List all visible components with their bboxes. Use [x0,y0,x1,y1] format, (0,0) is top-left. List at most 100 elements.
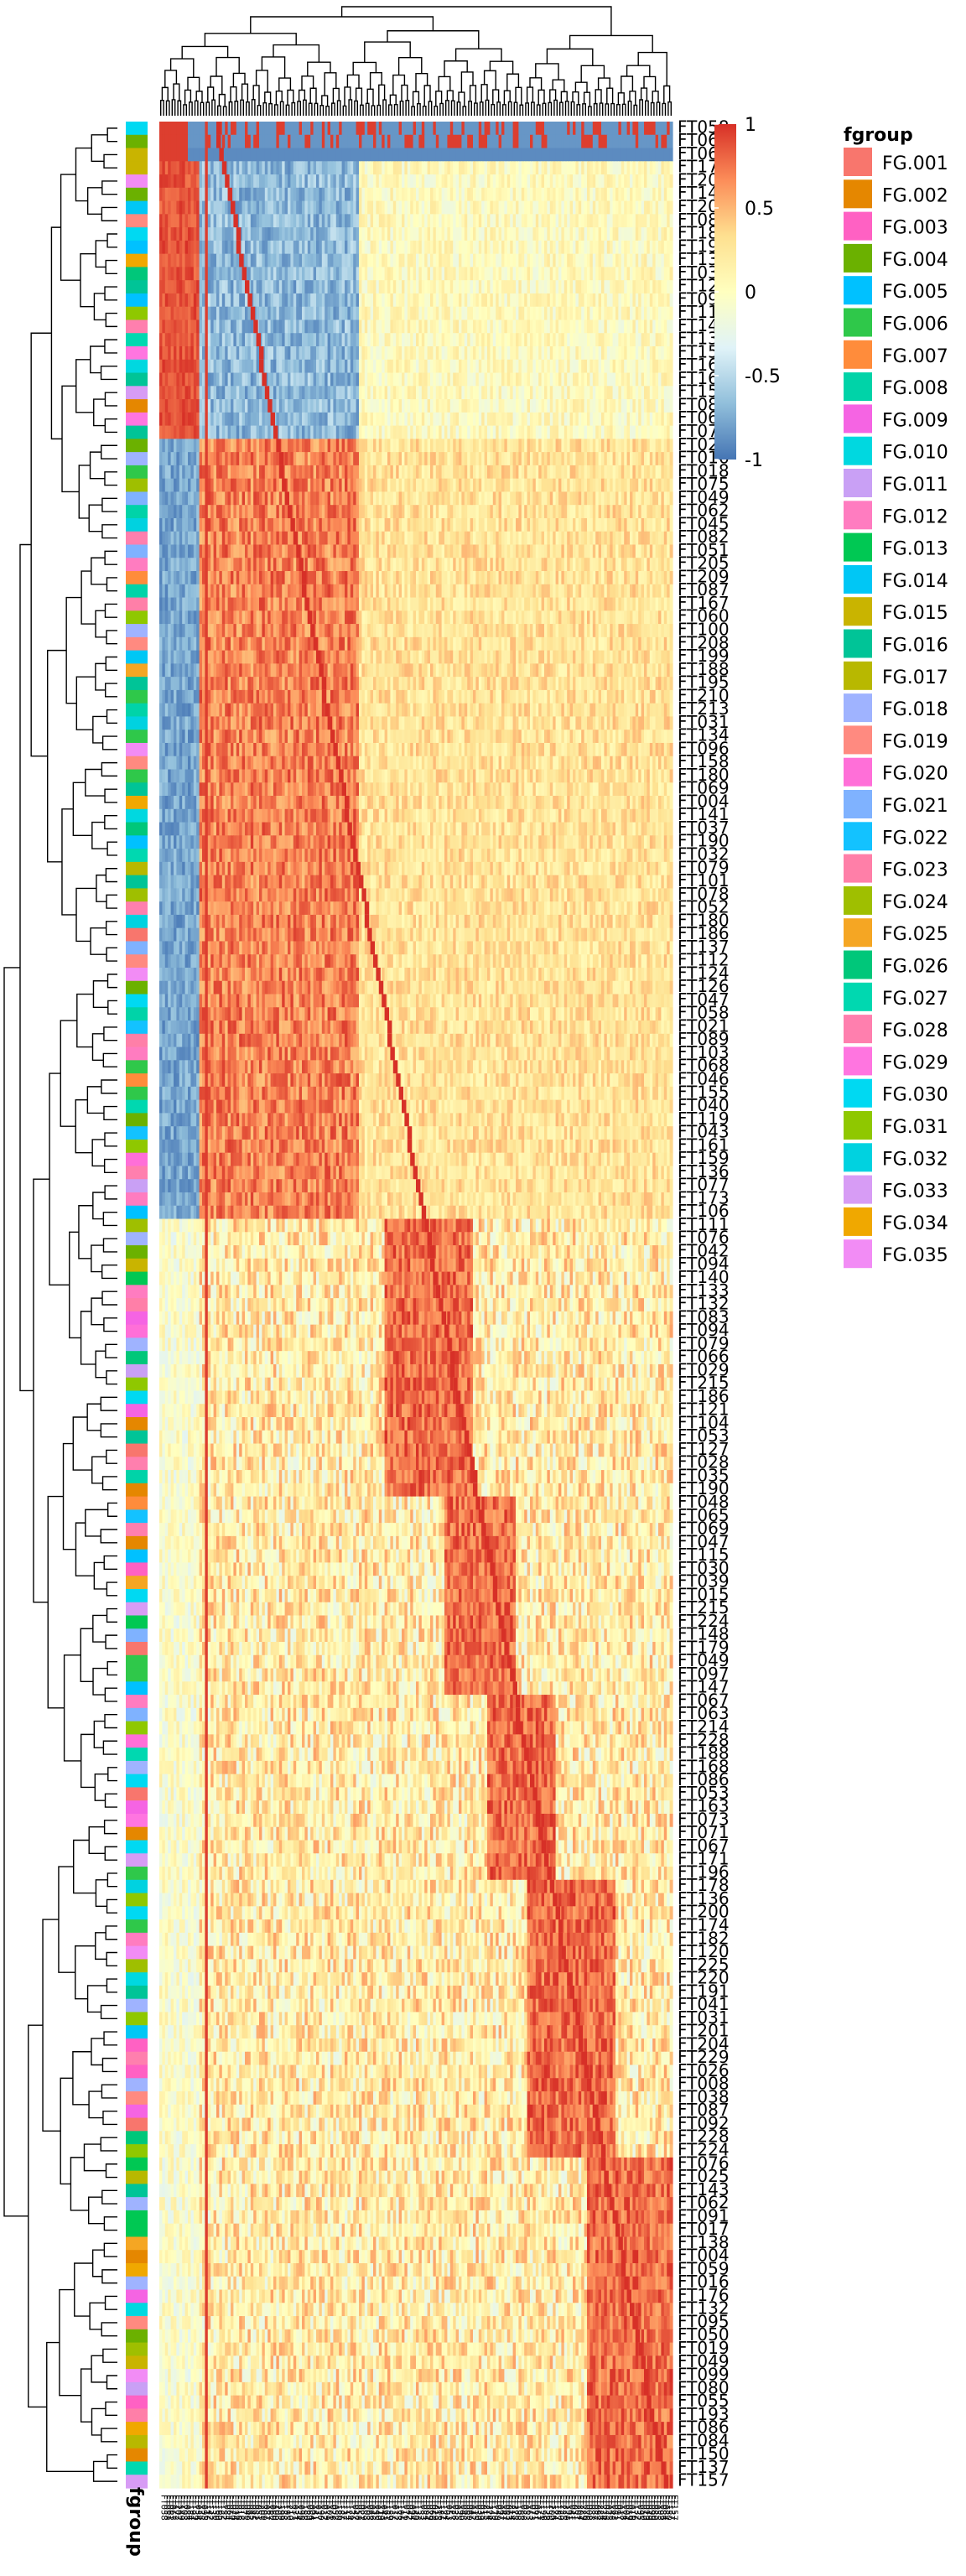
heatmap-cell [322,293,325,307]
dendrogram-branch [652,103,654,116]
heatmap-cell [176,319,179,333]
dendrogram-branch [96,1933,106,1960]
heatmap-cell [168,148,171,162]
annotation-cell [126,1669,148,1682]
annotation-cell [126,1007,148,1021]
dendrogram-branch [101,1080,117,1093]
dendrogram-branch [530,78,542,91]
dendrogram-branch [102,2190,117,2204]
heatmap-cell [168,254,171,267]
heatmap-cell [351,214,354,227]
heatmap-cell [168,188,171,201]
heatmap-cell [308,360,311,373]
heatmap-cell [351,135,354,148]
dendrogram-branch [101,1530,117,1543]
annotation-cell [126,1351,148,1364]
dendrogram-branch [60,1021,77,1126]
dendrogram-branch [107,1899,117,1913]
heatmap-cell [670,122,673,135]
dendrogram-branch [104,2217,117,2231]
heatmap-cell [308,241,311,254]
heatmap-cell [182,360,185,373]
dendrogram-branch [106,314,117,327]
dendrogram-branch [106,1450,117,1463]
heatmap-cell [293,148,297,162]
heatmap-cell [308,280,311,293]
annotation-cell [126,2078,148,2091]
dendrogram-branch [171,59,194,77]
annotation-cell [126,730,148,743]
annotation-cell [126,1047,148,1061]
heatmap-cell [205,201,208,215]
heatmap-cell [379,280,382,293]
heatmap-cell [408,241,411,254]
heatmap-cell [205,148,208,162]
heatmap-cell [422,135,425,148]
annotation-cell [126,1986,148,1999]
annotation-cell [126,1615,148,1628]
heatmap-cell [365,293,368,307]
annotation-cell [126,610,148,624]
annotation-cell [126,280,148,293]
dendrogram-branch [446,101,449,116]
annotation-cell [126,307,148,320]
dendrogram-branch [389,105,392,116]
heatmap-cell [365,241,368,254]
heatmap-cell [222,214,226,227]
heatmap-cell [279,267,283,280]
heatmap-cell [176,280,179,293]
heatmap-diagonal-cell [251,307,255,320]
annotation-cell [126,2355,148,2369]
dendrogram-branch [161,101,164,116]
dendrogram-branch [628,101,631,116]
dendrogram-branch [627,65,650,76]
dendrogram-branch [457,102,460,116]
annotation-cell [126,1814,148,1827]
heatmap-diagonal-cell [245,280,249,293]
heatmap-cell [322,161,325,174]
dendrogram-branch [96,1880,107,1907]
dendrogram-branch [583,104,585,116]
dendrogram-branch [416,74,428,92]
dendrogram-branch [607,88,613,104]
dendrogram-branch [49,1073,70,1285]
heatmap-cell [182,373,185,387]
dendrogram-branch [104,1318,117,1332]
annotation-cell [126,2158,148,2171]
heatmap-cell [176,148,179,162]
annotation-cell [126,2382,148,2396]
dendrogram-branch [514,102,517,116]
heatmap-cell [265,346,268,360]
dendrogram-branch [89,1827,105,1854]
dendrogram-branch [105,1715,117,1728]
heatmap-cell [670,188,673,201]
annotation-cell [126,1259,148,1272]
annotation-cell [126,254,148,267]
annotation-axis-title: fgroup [125,2487,146,2557]
heatmap-cell [393,360,397,373]
heatmap-cell [236,373,240,387]
heatmap-cell [322,360,325,373]
heatmap-cell [210,201,214,215]
heatmap-cell [162,373,165,387]
heatmap-diagonal-cell [242,267,247,280]
heatmap-cell [293,201,297,215]
heatmap-cell [408,346,411,360]
heatmap-diagonal-cell [253,319,257,333]
dendrogram-branch [106,1979,117,1992]
dendrogram-branch [65,1655,81,1761]
dendrogram-branch [4,968,29,2216]
annotation-cell [126,201,148,215]
annotation-cell [126,122,148,135]
heatmap-cell [222,254,226,267]
annotation-cell [126,1483,148,1497]
heatmap-cell [190,241,194,254]
heatmap-cell [293,135,297,148]
heatmap-cell [176,293,179,307]
heatmap-cell [196,319,200,333]
dendrogram-branch [93,1034,104,1061]
annotation-cell [126,386,148,399]
heatmap-cell [182,148,185,162]
heatmap-cell [176,307,179,320]
heatmap-cell [308,373,311,387]
